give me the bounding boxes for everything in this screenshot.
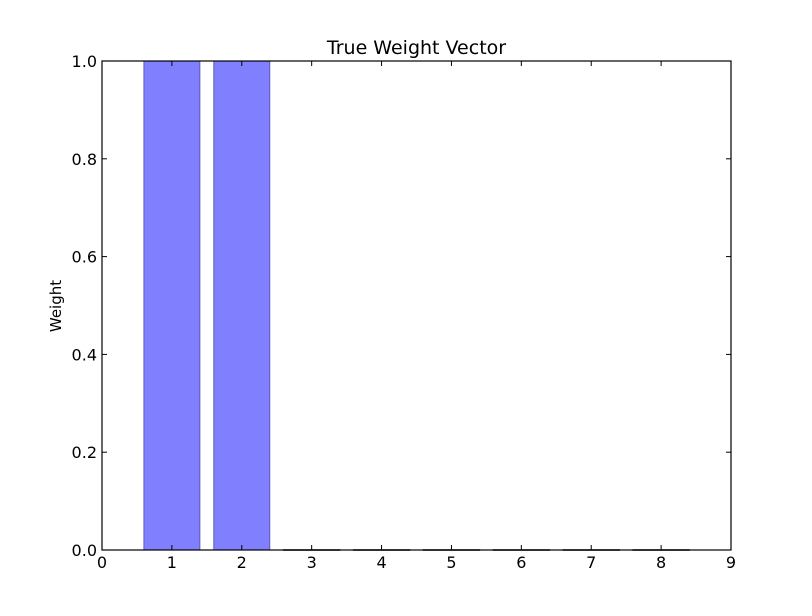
- x-tick-label: 7: [586, 553, 596, 572]
- y-tick-label: 0.4: [72, 345, 97, 364]
- y-tick-label: 0.6: [72, 248, 97, 267]
- x-tick-label: 5: [446, 553, 456, 572]
- x-tick-label: 6: [516, 553, 526, 572]
- y-tick-label: 0.0: [72, 541, 97, 560]
- x-tick-label: 2: [237, 553, 247, 572]
- x-tick-label: 1: [167, 553, 177, 572]
- y-tick-label: 0.8: [72, 150, 97, 169]
- y-axis-label: Weight: [47, 280, 65, 332]
- bar-1: [144, 61, 200, 550]
- y-tick-label: 1.0: [72, 52, 97, 71]
- y-tick-label: 0.2: [72, 443, 97, 462]
- chart-title: True Weight Vector: [326, 37, 506, 59]
- x-tick-label: 3: [307, 553, 317, 572]
- bar-2: [214, 61, 270, 550]
- x-tick-label: 8: [656, 553, 666, 572]
- x-tick-label: 4: [376, 553, 386, 572]
- x-tick-label: 9: [726, 553, 736, 572]
- x-tick-label: 0: [97, 553, 107, 572]
